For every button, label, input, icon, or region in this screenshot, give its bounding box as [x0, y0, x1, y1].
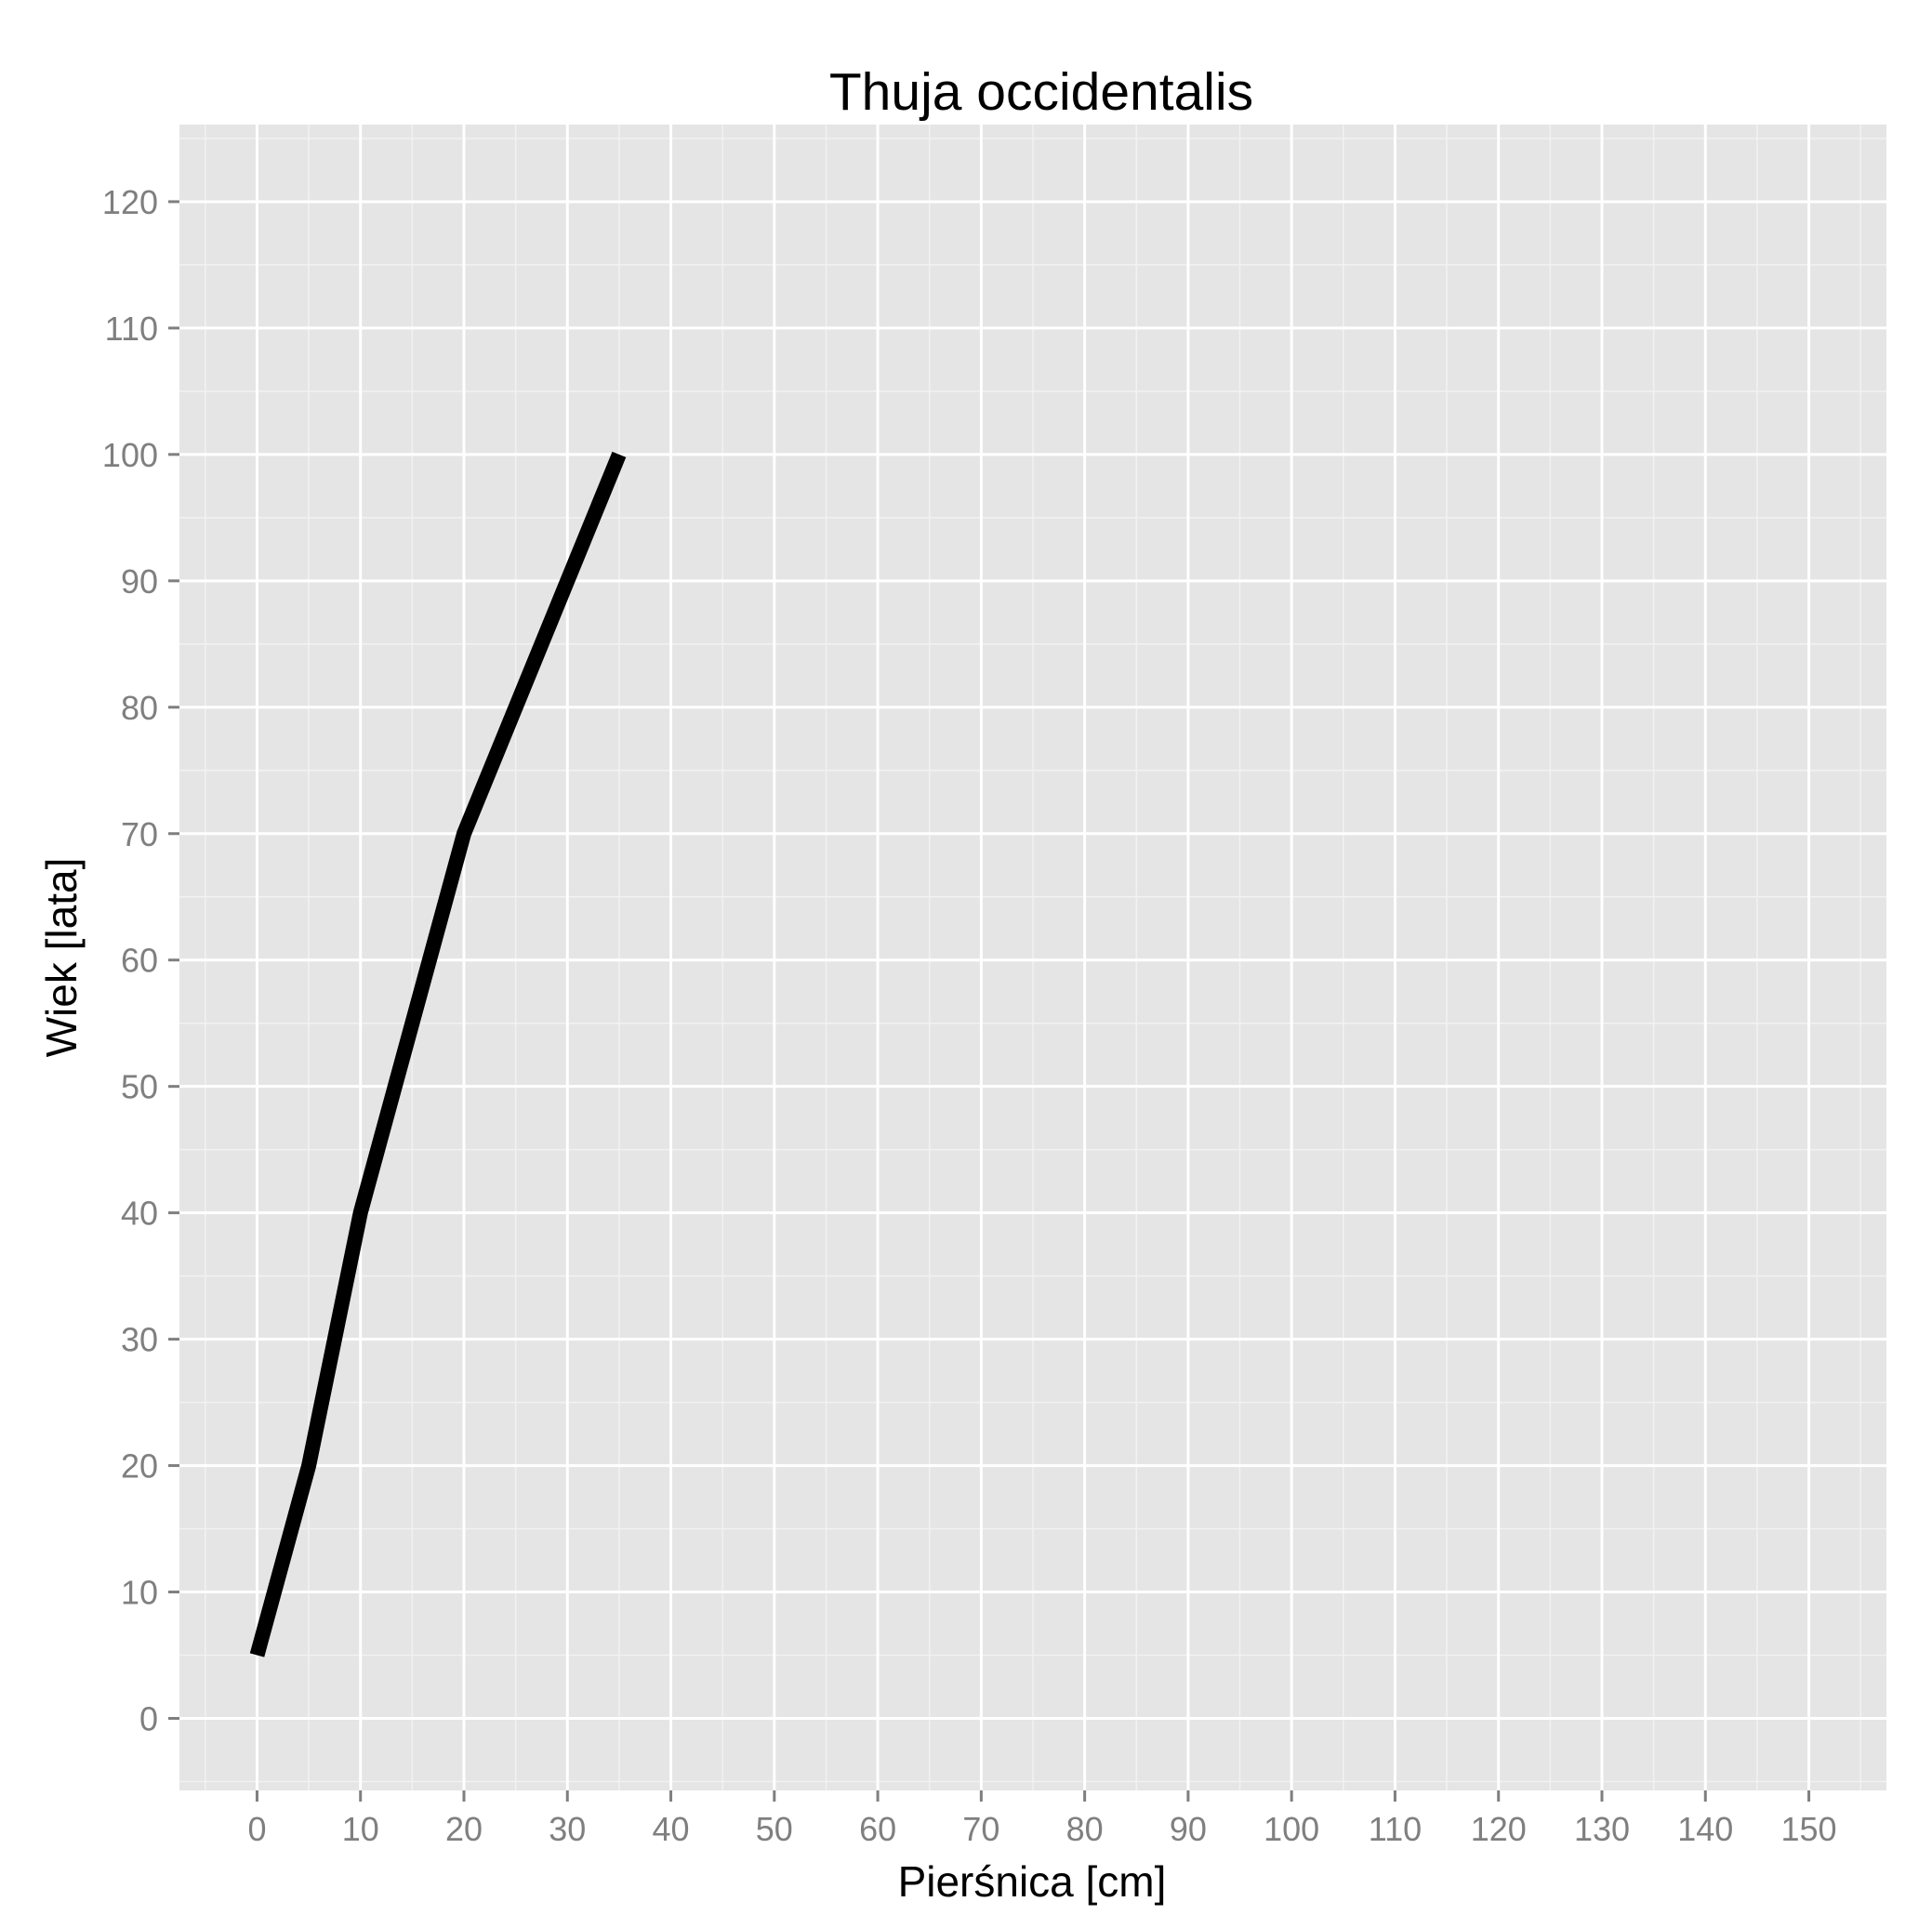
x-tick-label: 140	[1677, 1810, 1733, 1848]
x-tick-label: 20	[445, 1810, 483, 1848]
x-tick-label: 80	[1066, 1810, 1104, 1848]
x-tick-label: 40	[653, 1810, 690, 1848]
x-tick-label: 50	[756, 1810, 793, 1848]
x-tick-label: 130	[1574, 1810, 1630, 1848]
x-tick-label: 0	[247, 1810, 266, 1848]
y-axis-title: Wiek [lata]	[37, 858, 86, 1058]
x-tick-label: 60	[859, 1810, 896, 1848]
y-tick-label: 60	[121, 942, 158, 980]
y-tick-label: 10	[121, 1574, 158, 1612]
x-axis-title: Pierśnica [cm]	[898, 1857, 1167, 1906]
y-tick-label: 40	[121, 1195, 158, 1233]
x-axis: 0 10 20 30 40 50 60 70 80 90 100 110 120 130 140 150	[247, 1790, 1837, 1848]
y-tick-label: 110	[105, 310, 158, 348]
x-tick-label: 100	[1264, 1810, 1319, 1848]
x-tick-label: 30	[549, 1810, 586, 1848]
x-tick-label: 70	[962, 1810, 999, 1848]
y-tick-label: 90	[121, 562, 158, 601]
y-tick-label: 50	[121, 1068, 158, 1106]
y-tick-label: 120	[102, 183, 158, 221]
chart-title: Thuja occidentalis	[829, 62, 1253, 122]
y-axis: 0 10 20 30 40 50 60 70 80 90 100 110 120	[102, 183, 179, 1738]
x-tick-label: 150	[1781, 1810, 1837, 1848]
y-tick-label: 70	[121, 815, 158, 853]
x-tick-label: 90	[1170, 1810, 1207, 1848]
series-line	[249, 451, 627, 1657]
grid-major	[179, 125, 1886, 1790]
y-tick-label: 100	[102, 436, 158, 474]
x-tick-label: 110	[1369, 1810, 1422, 1848]
y-tick-label: 80	[121, 689, 158, 727]
series-layer	[249, 451, 627, 1657]
x-tick-label: 10	[342, 1810, 379, 1848]
y-tick-label: 30	[121, 1321, 158, 1359]
x-tick-label: 120	[1471, 1810, 1527, 1848]
y-tick-label: 20	[121, 1447, 158, 1486]
y-tick-label: 0	[139, 1700, 158, 1738]
